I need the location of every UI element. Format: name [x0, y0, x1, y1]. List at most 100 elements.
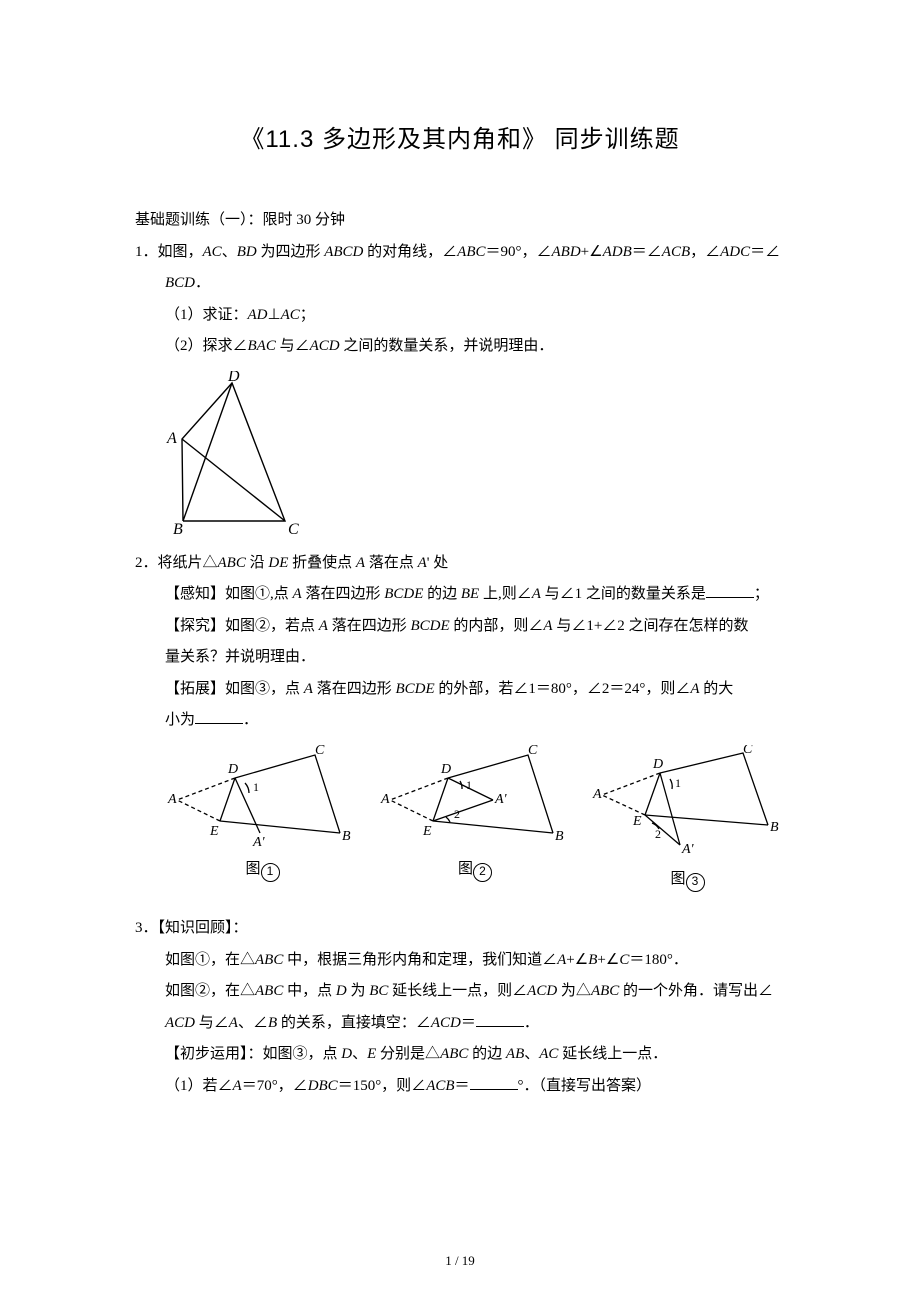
- t: AC: [203, 244, 222, 260]
- t: ＝∠: [632, 244, 662, 260]
- t: ，∠: [690, 244, 720, 260]
- svg-text:A': A': [681, 842, 695, 857]
- t: A: [532, 586, 541, 602]
- blank: [195, 710, 243, 725]
- q2-stem: 2．将纸片△ABC 沿 DE 折叠使点 A 落在点 A' 处: [135, 548, 785, 580]
- t: ．: [195, 275, 210, 291]
- q2-fig1-svg: A B C D E A' 1: [165, 745, 360, 850]
- t: ＝90°，∠: [486, 244, 552, 260]
- q2-fig2-svg: A B C D E A' 1 2: [378, 745, 573, 850]
- t: 的边: [423, 586, 461, 602]
- t: 沿: [246, 555, 269, 571]
- t: 2．将纸片△: [135, 555, 218, 571]
- svg-text:A': A': [252, 835, 266, 850]
- t: ．: [243, 712, 258, 728]
- page: 《11.3 多边形及其内角和》 同步训练题 基础题训练（一）：限时 30 分钟 …: [0, 0, 920, 1302]
- section-heading: 基础题训练（一）：限时 30 分钟: [135, 205, 785, 237]
- t: ABD: [552, 244, 581, 260]
- t: 小为: [165, 712, 195, 728]
- t: 的外部，若∠1＝80°，∠2＝24°，则∠: [435, 681, 691, 697]
- t: ⊥: [268, 307, 281, 323]
- svg-text:B: B: [342, 829, 351, 844]
- t: ACB: [662, 244, 690, 260]
- svg-text:B: B: [555, 829, 564, 844]
- lbl-B: B: [173, 521, 183, 536]
- figlabel-2: 图2: [458, 854, 492, 886]
- svg-text:E: E: [422, 824, 432, 839]
- q1-stem: 1．如图，AC、BD 为四边形 ABCD 的对角线，∠ABC＝90°，∠ABD+…: [135, 237, 785, 269]
- page-title: 《11.3 多边形及其内角和》 同步训练题: [135, 115, 785, 165]
- svg-text:D: D: [227, 762, 238, 777]
- t: DE: [268, 555, 288, 571]
- t: ABC: [218, 555, 246, 571]
- lbl-A: A: [166, 430, 177, 447]
- t: 落在四边形: [302, 586, 385, 602]
- q2-ganzhi: 【感知】如图①,点 A 落在四边形 BCDE 的边 BE 上,则∠A 与∠1 之…: [135, 579, 785, 611]
- t: 与∠1 之间的数量关系是: [541, 586, 706, 602]
- t: 的内部，则∠: [450, 618, 544, 634]
- t: A: [356, 555, 365, 571]
- q2-fig2: A B C D E A' 1 2 图2: [378, 745, 573, 896]
- blank: [476, 1012, 524, 1027]
- t: AD: [248, 307, 268, 323]
- q3-l1: 如图①，在△ABC 中，根据三角形内角和定理，我们知道∠A+∠B+∠C＝180°…: [135, 945, 785, 977]
- t: 落在四边形: [328, 618, 411, 634]
- q2-tanjiu: 【探究】如图②，若点 A 落在四边形 BCDE 的内部，则∠A 与∠1+∠2 之…: [135, 611, 785, 643]
- t: BCD: [165, 275, 195, 291]
- t: BCDE: [384, 586, 423, 602]
- q3-l4: 【初步运用】：如图③，点 D、E 分别是△ABC 的边 AB、AC 延长线上一点…: [135, 1039, 785, 1071]
- q1-svg: D A B C: [165, 371, 305, 536]
- svg-text:C: C: [315, 745, 325, 758]
- t: A: [418, 555, 427, 571]
- t: BCDE: [395, 681, 434, 697]
- t: A: [304, 681, 313, 697]
- t: 之间的数量关系，并说明理由．: [340, 338, 554, 354]
- svg-text:E: E: [209, 824, 219, 839]
- t: A: [293, 586, 302, 602]
- svg-text:C: C: [528, 745, 538, 758]
- q3-l2: 如图②，在△ABC 中，点 D 为 BC 延长线上一点，则∠ACD 为△ABC …: [135, 976, 785, 1008]
- blank: [470, 1075, 518, 1090]
- t: A: [690, 681, 699, 697]
- t: 1．如图，: [135, 244, 203, 260]
- q2-tanjiu-2: 量关系？并说明理由．: [135, 642, 785, 674]
- t: ABC: [457, 244, 485, 260]
- spacer: [135, 895, 785, 913]
- t: 的对角线，∠: [363, 244, 457, 260]
- page-footer: 1 / 19: [0, 1247, 920, 1274]
- t: 与∠: [276, 338, 310, 354]
- t: 【感知】如图①,点: [165, 586, 293, 602]
- t: 落在四边形: [313, 681, 396, 697]
- t: ＝∠: [750, 244, 780, 260]
- t: A: [319, 618, 328, 634]
- t: 上,则∠: [479, 586, 532, 602]
- t: 为四边形: [257, 244, 325, 260]
- lbl-C: C: [288, 521, 299, 536]
- t: ADB: [603, 244, 632, 260]
- t: 与∠1+∠2 之间存在怎样的数: [553, 618, 749, 634]
- blank: [706, 584, 754, 599]
- q2-tuozhan-2: 小为 ．: [135, 705, 785, 737]
- t: （2）探求∠: [165, 338, 248, 354]
- svg-text:A: A: [592, 787, 602, 802]
- t: 【拓展】如图③，点: [165, 681, 304, 697]
- figlabel-3: 图3: [670, 864, 704, 896]
- t: ACD: [310, 338, 340, 354]
- svg-text:1: 1: [675, 776, 681, 790]
- svg-text:A: A: [380, 792, 390, 807]
- t: ；: [300, 307, 315, 323]
- q1-part2: （2）探求∠BAC 与∠ACD 之间的数量关系，并说明理由．: [135, 331, 785, 363]
- t: A: [543, 618, 552, 634]
- t: BCDE: [410, 618, 449, 634]
- t: BE: [461, 586, 479, 602]
- svg-text:A: A: [167, 792, 177, 807]
- t: ；: [754, 586, 769, 602]
- svg-text:1: 1: [253, 780, 259, 794]
- q3-l5: （1）若∠A＝70°，∠DBC＝150°，则∠ACB＝°．（直接写出答案）: [135, 1071, 785, 1103]
- q3-head: 3．【知识回顾】：: [135, 913, 785, 945]
- q1-stem-line2: BCD．: [135, 268, 785, 300]
- svg-text:1: 1: [466, 778, 472, 792]
- svg-text:2: 2: [454, 807, 460, 821]
- svg-text:C: C: [743, 745, 753, 757]
- q1-part1: （1）求证：AD⊥AC；: [135, 300, 785, 332]
